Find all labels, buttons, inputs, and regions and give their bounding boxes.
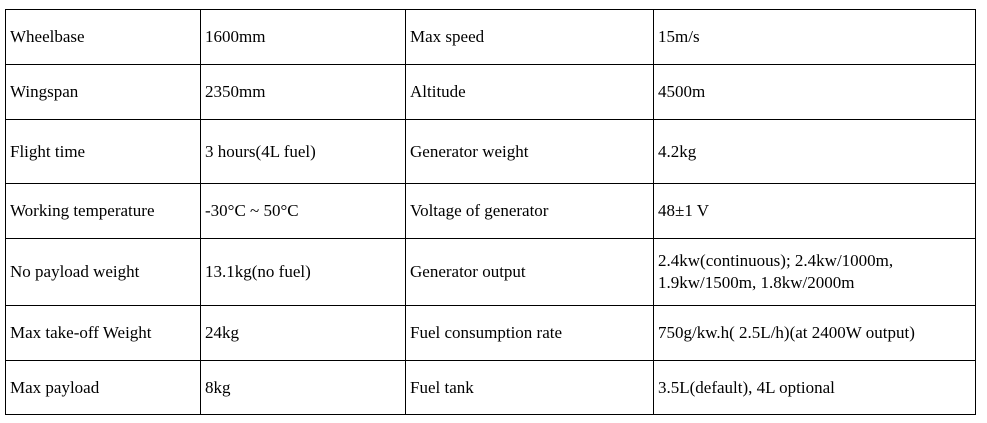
- table-row: Wheelbase 1600mm Max speed 15m/s: [5, 9, 976, 65]
- spec-label: No payload weight: [5, 238, 201, 306]
- table-row: Wingspan 2350mm Altitude 4500m: [5, 64, 976, 120]
- spec-label: Fuel tank: [405, 360, 654, 415]
- spec-value: 3.5L(default), 4L optional: [653, 360, 976, 415]
- spec-label: Max take-off Weight: [5, 305, 201, 361]
- spec-label: Generator output: [405, 238, 654, 306]
- spec-value: 2350mm: [200, 64, 406, 120]
- spec-table: Wheelbase 1600mm Max speed 15m/s Wingspa…: [5, 9, 976, 415]
- table-row: Max payload 8kg Fuel tank 3.5L(default),…: [5, 360, 976, 415]
- spec-label: Max payload: [5, 360, 201, 415]
- spec-value: 4500m: [653, 64, 976, 120]
- spec-value: 48±1 V: [653, 183, 976, 239]
- table-row: No payload weight 13.1kg(no fuel) Genera…: [5, 238, 976, 306]
- spec-label: Flight time: [5, 119, 201, 184]
- spec-value: 2.4kw(continuous); 2.4kw/1000m, 1.9kw/15…: [653, 238, 976, 306]
- spec-value: -30°C ~ 50°C: [200, 183, 406, 239]
- spec-label: Generator weight: [405, 119, 654, 184]
- spec-value: 24kg: [200, 305, 406, 361]
- spec-label: Working temperature: [5, 183, 201, 239]
- spec-label: Fuel consumption rate: [405, 305, 654, 361]
- spec-value: 4.2kg: [653, 119, 976, 184]
- spec-label: Max speed: [405, 9, 654, 65]
- spec-value: 3 hours(4L fuel): [200, 119, 406, 184]
- spec-value: 8kg: [200, 360, 406, 415]
- spec-label: Altitude: [405, 64, 654, 120]
- spec-label: Wheelbase: [5, 9, 201, 65]
- spec-value: 1600mm: [200, 9, 406, 65]
- table-row: Working temperature -30°C ~ 50°C Voltage…: [5, 183, 976, 239]
- spec-label: Voltage of generator: [405, 183, 654, 239]
- spec-label: Wingspan: [5, 64, 201, 120]
- spec-value: 13.1kg(no fuel): [200, 238, 406, 306]
- table-row: Flight time 3 hours(4L fuel) Generator w…: [5, 119, 976, 184]
- table-row: Max take-off Weight 24kg Fuel consumptio…: [5, 305, 976, 361]
- spec-value: 15m/s: [653, 9, 976, 65]
- spec-value: 750g/kw.h( 2.5L/h)(at 2400W output): [653, 305, 976, 361]
